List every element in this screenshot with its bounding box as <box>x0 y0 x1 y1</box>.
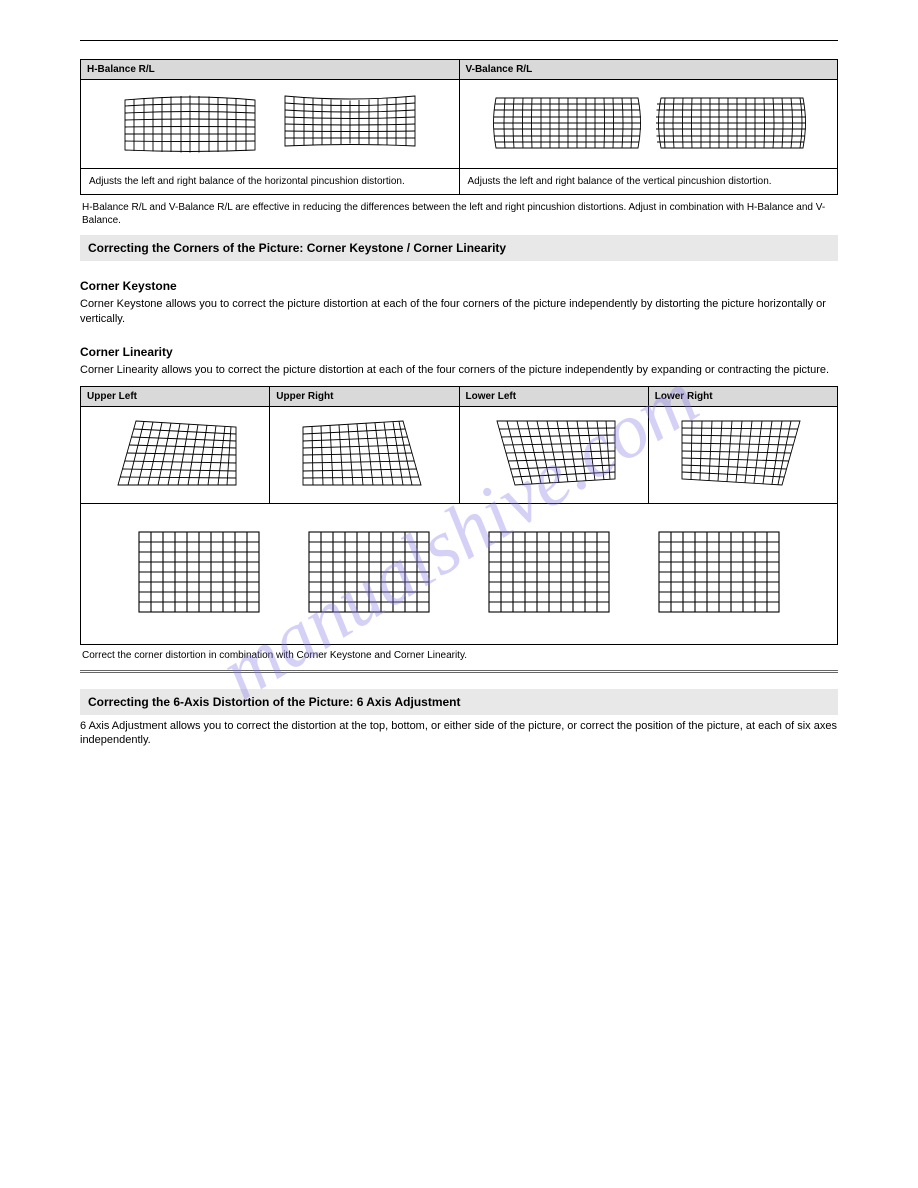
top-rule <box>80 40 838 41</box>
balance-desc-hbal: Adjusts the left and right balance of th… <box>81 169 460 195</box>
body-corner-keystone: Corner Keystone allows you to correct th… <box>80 297 838 327</box>
corner-lin-cell <box>81 503 838 644</box>
corner-ks-ul <box>81 406 270 503</box>
manual-page: manualshive.com H-Balance R/L V-Balance … <box>0 0 918 1188</box>
corner-header-row: Upper Left Upper Right Lower Left Lower … <box>81 386 838 406</box>
balance-header-hbal: H-Balance R/L <box>81 60 460 80</box>
corner-hdr-ur: Upper Right <box>270 386 459 406</box>
vbal-grid-pair <box>483 88 813 161</box>
balance-image-row <box>81 80 838 169</box>
balance-desc-vbal: Adjusts the left and right balance of th… <box>459 169 838 195</box>
corner-hdr-lr: Lower Right <box>648 386 837 406</box>
corner-ks-lr <box>648 406 837 503</box>
balance-cell-vbal <box>459 80 838 169</box>
corner-keystone-row <box>81 406 838 503</box>
balance-header-vbal: V-Balance R/L <box>459 60 838 80</box>
corner-ks-ur <box>270 406 459 503</box>
corner-hdr-ll: Lower Left <box>459 386 648 406</box>
balance-desc-row: Adjusts the left and right balance of th… <box>81 169 838 195</box>
corner-hdr-ul: Upper Left <box>81 386 270 406</box>
subheading-corner-keystone: Corner Keystone <box>80 279 838 293</box>
corner-footer: Correct the corner distortion in combina… <box>82 649 836 662</box>
balance-table: H-Balance R/L V-Balance R/L <box>80 59 838 195</box>
balance-footer: H-Balance R/L and V-Balance R/L are effe… <box>82 201 836 227</box>
corner-table: Upper Left Upper Right Lower Left Lower … <box>80 386 838 645</box>
double-rule <box>80 670 838 673</box>
hbal-grid-pair <box>115 88 425 161</box>
section-corner-heading: Correcting the Corners of the Picture: C… <box>80 235 838 261</box>
subheading-corner-linearity: Corner Linearity <box>80 345 838 359</box>
corner-linearity-row <box>81 503 838 644</box>
body-corner-linearity: Corner Linearity allows you to correct t… <box>80 363 838 378</box>
section-6axis-heading: Correcting the 6-Axis Distortion of the … <box>80 689 838 715</box>
corner-ks-ll <box>459 406 648 503</box>
balance-cell-hbal <box>81 80 460 169</box>
body-6axis: 6 Axis Adjustment allows you to correct … <box>80 719 838 749</box>
balance-header-row: H-Balance R/L V-Balance R/L <box>81 60 838 80</box>
